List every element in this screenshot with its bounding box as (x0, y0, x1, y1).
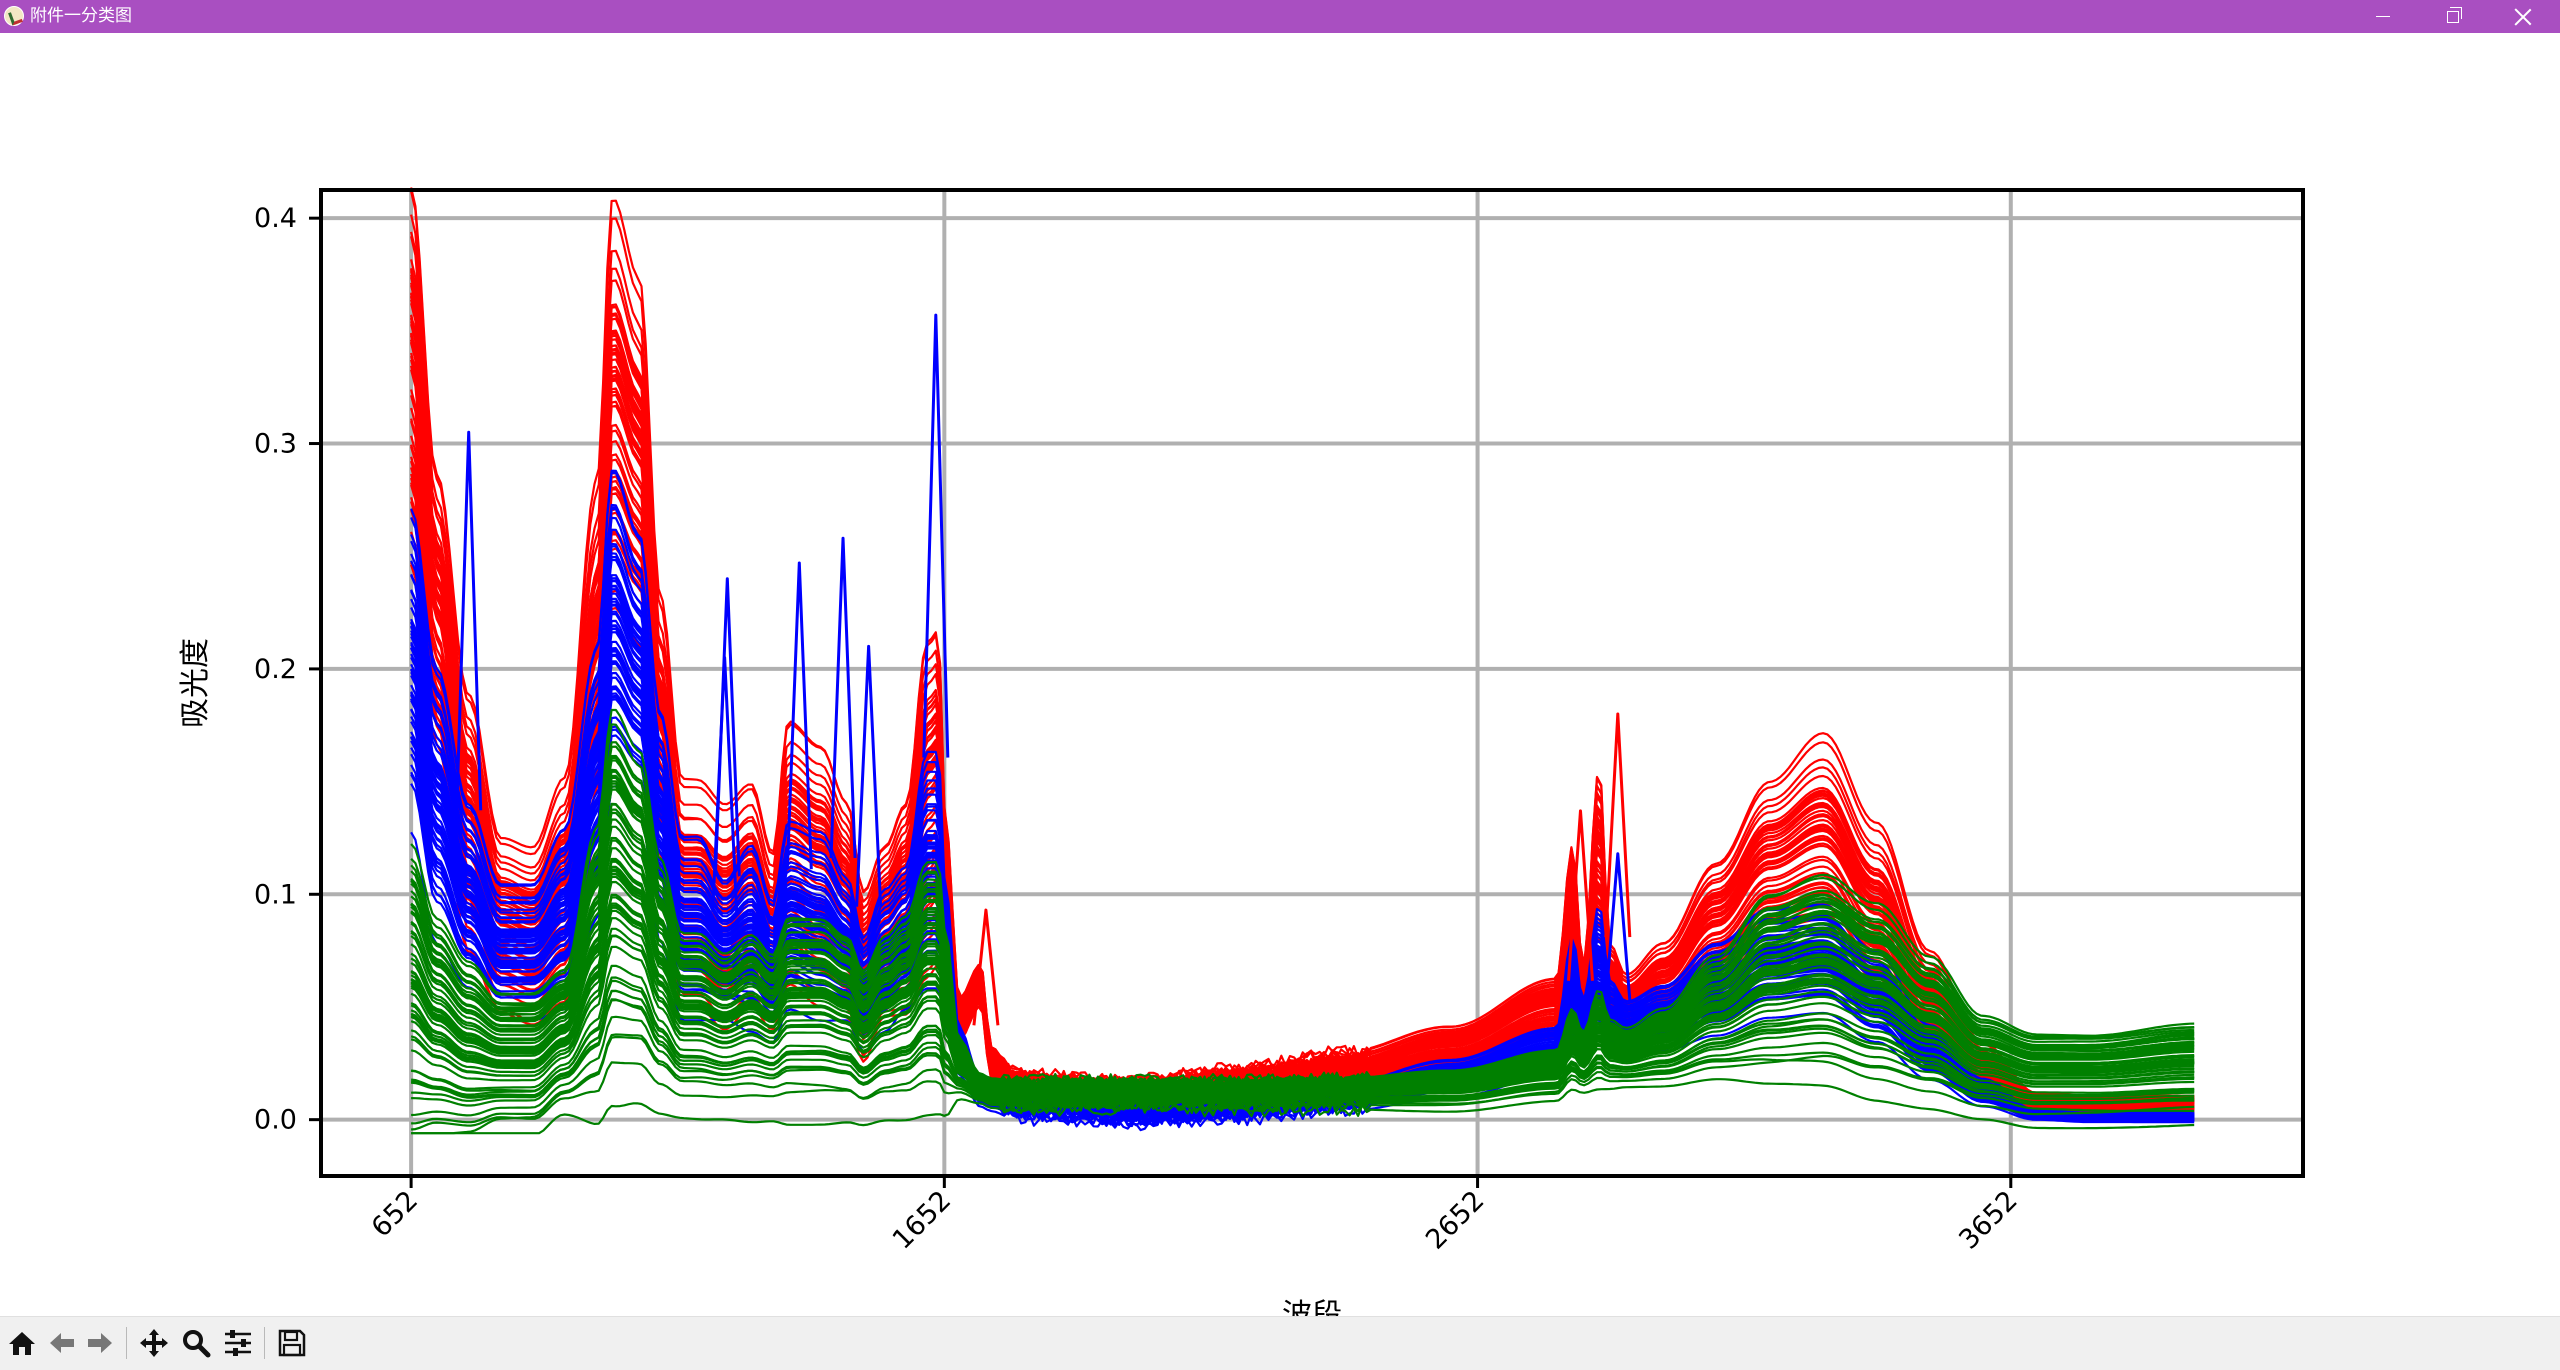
restore-button[interactable] (2418, 0, 2488, 33)
spectrum-line (410, 284, 2195, 1102)
back-arrow-icon (50, 1333, 74, 1353)
spectrum-spike (455, 430, 483, 811)
series-group (410, 708, 2195, 1135)
spectrum-line (410, 909, 2195, 1104)
close-icon (2514, 8, 2532, 26)
spectrum-line (410, 1058, 2195, 1131)
restore-icon (2447, 6, 2462, 23)
x-tick-label: 2652 (1420, 1185, 1491, 1256)
save-floppy-icon (278, 1329, 306, 1357)
spectrum-spike (1566, 809, 1594, 981)
navigation-toolbar (0, 1316, 2560, 1370)
subplots-button[interactable] (220, 1325, 256, 1361)
spectrum-spike (829, 536, 857, 859)
spectra-spikes (455, 313, 1632, 1026)
x-tick-label: 3652 (1953, 1185, 2024, 1256)
forward-arrow-icon (88, 1333, 112, 1353)
spectrum-spike (972, 908, 1000, 1026)
pan-move-icon (140, 1329, 168, 1357)
close-button[interactable] (2488, 0, 2558, 33)
spectra-curves (410, 187, 2195, 1135)
minimize-button[interactable] (2348, 0, 2418, 33)
spectrum-spike (785, 561, 813, 870)
x-axis-label: 波段 (1282, 1298, 1342, 1316)
y-tick-label: 0.3 (254, 429, 297, 460)
x-tick-label: 1652 (887, 1185, 958, 1256)
pan-button[interactable] (136, 1325, 172, 1361)
y-tick-label: 0.4 (254, 203, 297, 234)
y-tick-label: 0.2 (254, 654, 297, 685)
spectrum-spike (855, 644, 883, 907)
spectrum-line (410, 187, 2195, 1098)
spectrum-line (410, 776, 2195, 1093)
window-title: 附件一分类图 (30, 6, 132, 26)
home-button[interactable] (4, 1325, 40, 1361)
spectrum-line (410, 235, 2195, 1099)
plot-frame (319, 188, 2305, 1178)
spectrum-spike (713, 577, 741, 877)
toolbar-separator (264, 1327, 265, 1359)
forward-button[interactable] (82, 1325, 118, 1361)
y-axis-label: 吸光度 (178, 638, 213, 728)
minimize-icon (2376, 16, 2390, 17)
window-titlebar: 附件一分类图 (0, 0, 2560, 33)
configure-subplots-icon (225, 1330, 251, 1356)
spectra-chart: 0.0 0.1 0.2 0.3 0.4 652 1652 2652 3652 吸光度 波段 (178, 187, 2305, 1316)
zoom-button[interactable] (178, 1325, 214, 1361)
spectrum-spike (1604, 852, 1632, 1001)
spectrum-line (410, 745, 2195, 1092)
back-button[interactable] (44, 1325, 80, 1361)
x-tick-label: 652 (366, 1185, 424, 1243)
spectrum-line (410, 214, 2195, 1098)
save-button[interactable] (274, 1325, 310, 1361)
y-tick-label: 0.1 (254, 879, 297, 910)
home-icon (9, 1332, 35, 1355)
toolbar-separator (126, 1327, 127, 1359)
spectrum-spike (922, 313, 950, 758)
y-tick-label: 0.0 (254, 1105, 297, 1136)
spectrum-line (411, 998, 2195, 1110)
spectrum-spike (1604, 712, 1632, 938)
spectrum-line (411, 1078, 2195, 1135)
app-logo-icon (4, 6, 24, 26)
zoom-magnifier-icon (183, 1330, 211, 1358)
